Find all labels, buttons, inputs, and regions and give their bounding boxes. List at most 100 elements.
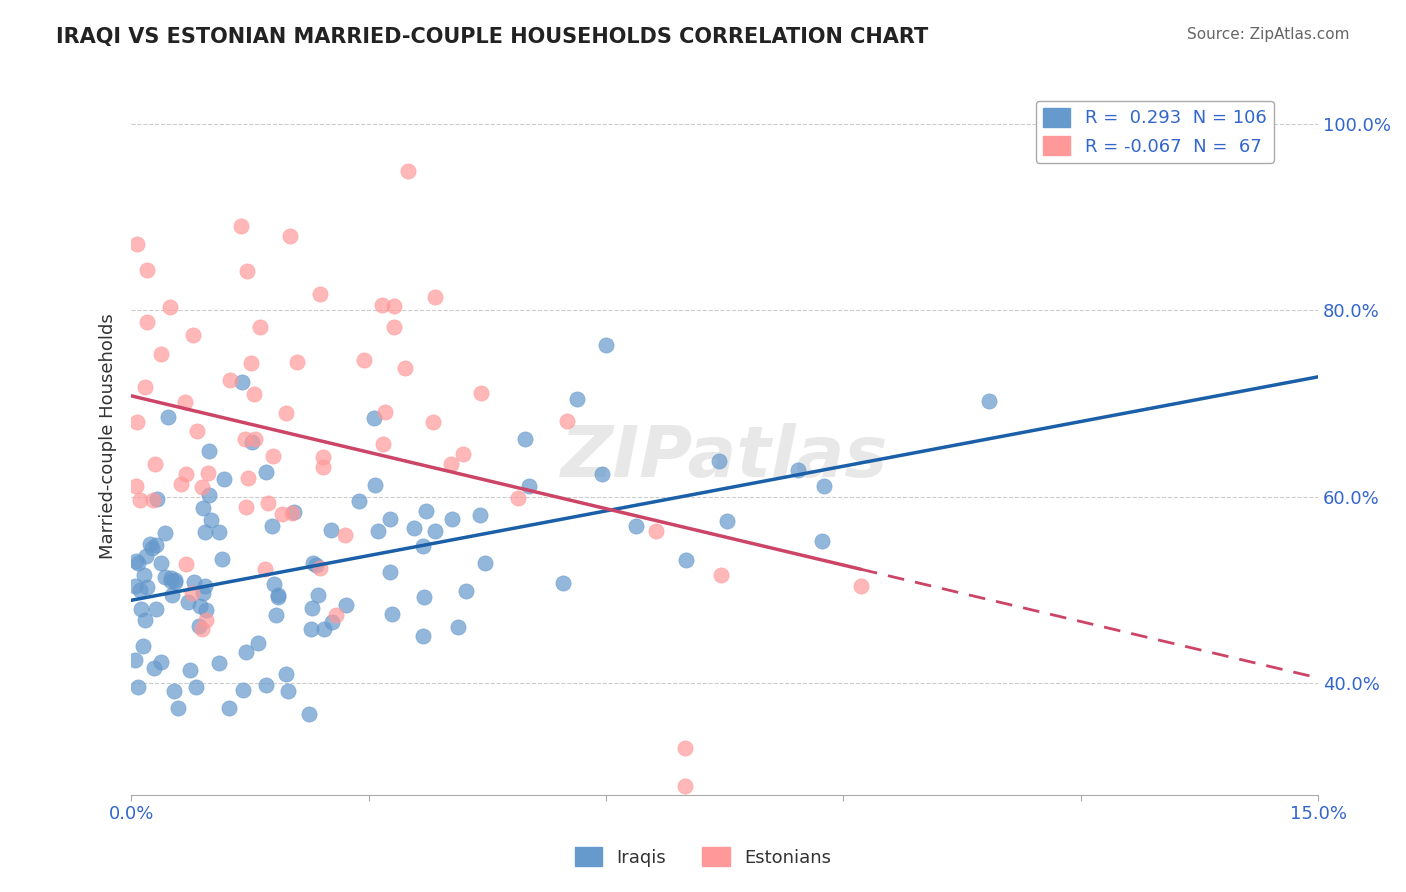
Point (157, 410, 180, 425)
Text: ZIPatlas: ZIPatlas (561, 424, 889, 492)
Point (349, 494, 371, 508)
Point (274, 667, 297, 681)
Point (194, 602, 217, 616)
Point (179, 663, 201, 677)
Point (194, 524, 217, 539)
Point (197, 467, 219, 481)
Point (277, 684, 299, 698)
Point (787, 463, 810, 477)
Point (440, 511, 463, 525)
Point (301, 622, 323, 636)
Point (413, 591, 436, 605)
Point (240, 356, 263, 370)
Point (675, 552, 697, 566)
Point (321, 615, 343, 630)
Point (243, 387, 266, 401)
Point (260, 518, 283, 533)
Point (470, 508, 492, 523)
Point (232, 683, 254, 698)
Point (381, 607, 404, 621)
Point (513, 432, 536, 446)
Point (551, 576, 574, 591)
Point (249, 320, 271, 334)
Point (312, 450, 335, 465)
Point (371, 298, 394, 312)
Point (335, 599, 357, 613)
Point (382, 319, 405, 334)
Point (673, 779, 696, 793)
Point (235, 645, 257, 659)
Point (127, 415, 149, 429)
Point (644, 524, 666, 539)
Point (174, 557, 197, 571)
Point (425, 524, 447, 538)
Point (150, 557, 173, 571)
Point (281, 506, 304, 520)
Point (167, 700, 190, 714)
Point (709, 454, 731, 468)
Point (160, 574, 183, 588)
Point (233, 433, 256, 447)
Point (422, 415, 444, 429)
Point (262, 449, 284, 463)
Point (218, 701, 240, 715)
Point (555, 414, 578, 428)
Point (312, 459, 335, 474)
Point (624, 518, 647, 533)
Point (977, 394, 1000, 409)
Point (135, 315, 157, 329)
Point (321, 523, 343, 537)
Point (474, 556, 496, 570)
Point (271, 508, 294, 522)
Point (254, 465, 277, 479)
Legend: R =  0.293  N = 106, R = -0.067  N =  67: R = 0.293 N = 106, R = -0.067 N = 67 (1036, 101, 1274, 163)
Point (253, 562, 276, 576)
Point (165, 575, 187, 590)
Point (378, 565, 401, 579)
Point (298, 707, 321, 722)
Point (142, 492, 165, 507)
Point (412, 629, 434, 643)
Point (454, 584, 477, 599)
Point (404, 521, 426, 535)
Point (177, 595, 200, 609)
Point (142, 661, 165, 675)
Point (180, 586, 202, 600)
Point (190, 623, 212, 637)
Point (127, 680, 149, 694)
Point (309, 561, 332, 575)
Point (673, 741, 696, 756)
Point (287, 355, 309, 369)
Point (128, 492, 150, 507)
Point (591, 467, 613, 481)
Point (191, 501, 214, 516)
Point (453, 447, 475, 461)
Point (207, 524, 229, 539)
Point (274, 406, 297, 420)
Point (439, 457, 461, 471)
Point (173, 395, 195, 409)
Point (134, 380, 156, 394)
Point (125, 237, 148, 252)
Point (278, 228, 301, 243)
Point (423, 290, 446, 304)
Point (447, 619, 470, 633)
Point (396, 163, 419, 178)
Point (165, 573, 187, 587)
Point (127, 557, 149, 571)
Point (170, 476, 193, 491)
Point (371, 437, 394, 451)
Point (256, 677, 278, 691)
Point (219, 373, 242, 387)
Point (333, 528, 356, 542)
Point (263, 577, 285, 591)
Point (143, 457, 166, 471)
Point (211, 552, 233, 566)
Point (595, 337, 617, 351)
Point (125, 554, 148, 568)
Point (246, 636, 269, 650)
Point (134, 613, 156, 627)
Point (308, 286, 330, 301)
Point (243, 432, 266, 446)
Point (159, 300, 181, 314)
